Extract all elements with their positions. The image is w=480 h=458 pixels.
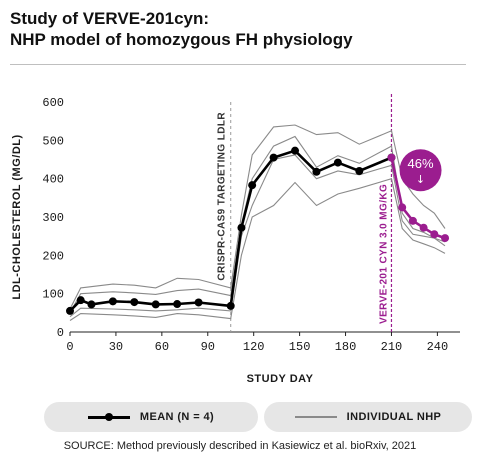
x-tick-label: 0 bbox=[66, 340, 73, 354]
mean-post-treatment-point bbox=[441, 234, 450, 243]
x-tick-label: 30 bbox=[109, 340, 123, 354]
mean-post-treatment-point bbox=[398, 203, 407, 212]
legend-mean-label: MEAN (N = 4) bbox=[139, 411, 215, 423]
mean-point bbox=[312, 167, 321, 176]
mean-point bbox=[291, 146, 300, 155]
y-tick-label: 0 bbox=[57, 326, 64, 340]
chart-title: Study of VERVE-201cyn: NHP model of homo… bbox=[10, 8, 353, 50]
mean-post-treatment-point bbox=[419, 223, 428, 232]
mean-point bbox=[355, 167, 364, 175]
mean-point bbox=[66, 306, 74, 315]
x-tick-label: 120 bbox=[243, 340, 265, 354]
mean-point bbox=[194, 298, 203, 307]
mean-point bbox=[130, 298, 139, 307]
y-axis-title: LDL-CHOLESTEROL (MG/DL) bbox=[11, 134, 23, 299]
individual-nhp-line bbox=[69, 178, 446, 321]
mean-point bbox=[108, 297, 117, 306]
mean-point bbox=[248, 181, 257, 190]
mean-point bbox=[76, 296, 85, 305]
x-tick-label: 180 bbox=[335, 340, 357, 354]
individual-nhp-line bbox=[69, 135, 446, 314]
title-divider bbox=[10, 64, 466, 65]
mean-post-treatment-point bbox=[387, 153, 396, 162]
mean-point bbox=[173, 300, 182, 309]
mean-post-treatment-point bbox=[408, 216, 417, 225]
title-line-2: NHP model of homozygous FH physiology bbox=[10, 30, 353, 49]
individual-nhp-line bbox=[69, 124, 446, 310]
mean-point bbox=[333, 158, 342, 167]
x-tick-label: 90 bbox=[201, 340, 215, 354]
verve-annotation: VERVE-201 CYN 3.0 MG/KG bbox=[378, 184, 389, 324]
mean-point bbox=[151, 300, 160, 309]
reduction-value: 46% bbox=[408, 156, 434, 171]
individual-line-swatch bbox=[294, 416, 337, 418]
mean-point bbox=[87, 300, 96, 309]
x-tick-label: 210 bbox=[381, 340, 403, 354]
y-tick-label: 100 bbox=[42, 288, 64, 302]
mean-point bbox=[226, 301, 235, 310]
crispr-annotation: CRISPR-CAS9 TARGETING LDLR bbox=[217, 112, 228, 281]
mean-post-treatment-point bbox=[430, 230, 439, 239]
x-tick-label: 240 bbox=[427, 340, 449, 354]
mean-line-swatch bbox=[87, 412, 130, 422]
x-tick-label: 60 bbox=[155, 340, 169, 354]
x-tick-label: 150 bbox=[289, 340, 311, 354]
y-tick-label: 300 bbox=[42, 211, 64, 225]
ldl-chart: 0 100 200 300 400 500 600 0 30 60 90 120 150 180 210 24… bbox=[11, 94, 460, 385]
mean-point bbox=[269, 153, 278, 162]
reduction-arrow: ↓ bbox=[416, 173, 425, 186]
y-tick-label: 400 bbox=[42, 173, 64, 187]
title-line-1: Study of VERVE-201cyn: bbox=[10, 9, 210, 28]
legend-mean: MEAN (N = 4) bbox=[44, 402, 258, 432]
legend-individual-label: INDIVIDUAL NHP bbox=[346, 411, 442, 423]
reduction-badge bbox=[399, 149, 442, 192]
y-tick-label: 600 bbox=[42, 96, 64, 110]
mean-point bbox=[237, 223, 246, 232]
y-tick-label: 200 bbox=[42, 249, 64, 263]
legend-individual: INDIVIDUAL NHP bbox=[264, 402, 472, 432]
source-note: SOURCE: Method previously described in K… bbox=[63, 440, 417, 452]
x-axis-title: STUDY DAY bbox=[247, 373, 314, 385]
y-tick-label: 500 bbox=[42, 134, 64, 148]
